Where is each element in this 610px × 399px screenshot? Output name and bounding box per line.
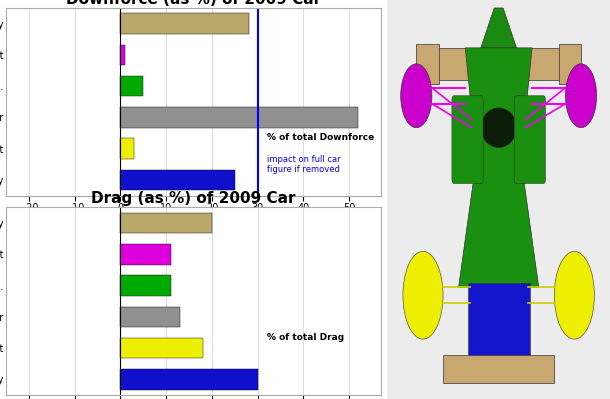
Polygon shape	[450, 287, 548, 359]
FancyBboxPatch shape	[452, 96, 483, 184]
Title: Downforce (as %) of 2009 Car: Downforce (as %) of 2009 Car	[66, 0, 321, 7]
Bar	[120, 244, 171, 265]
Ellipse shape	[565, 64, 597, 128]
Bar	[559, 44, 581, 84]
Bar	[120, 14, 249, 34]
Bar	[120, 170, 235, 190]
Bar	[416, 44, 439, 84]
Polygon shape	[481, 8, 517, 48]
Text: % of total Drag: % of total Drag	[267, 333, 344, 342]
Title: Drag (as %) of 2009 Car: Drag (as %) of 2009 Car	[92, 191, 296, 206]
Bar	[120, 138, 134, 159]
Bar	[120, 213, 212, 233]
Bar	[120, 45, 125, 65]
Ellipse shape	[401, 64, 432, 128]
Bar	[120, 338, 203, 358]
Ellipse shape	[403, 251, 443, 339]
Ellipse shape	[481, 108, 517, 148]
Bar	[443, 355, 554, 383]
Bar	[120, 275, 171, 296]
Bar	[467, 283, 530, 371]
Bar	[120, 307, 180, 327]
Ellipse shape	[554, 251, 594, 339]
Bar	[120, 76, 143, 96]
FancyBboxPatch shape	[514, 96, 545, 184]
Bar	[120, 369, 257, 389]
Text: impact on full car
figure if removed: impact on full car figure if removed	[267, 154, 340, 174]
Bar	[120, 107, 359, 128]
Text: % of total Downforce: % of total Downforce	[267, 133, 374, 142]
Bar	[436, 48, 561, 80]
Polygon shape	[459, 48, 539, 287]
